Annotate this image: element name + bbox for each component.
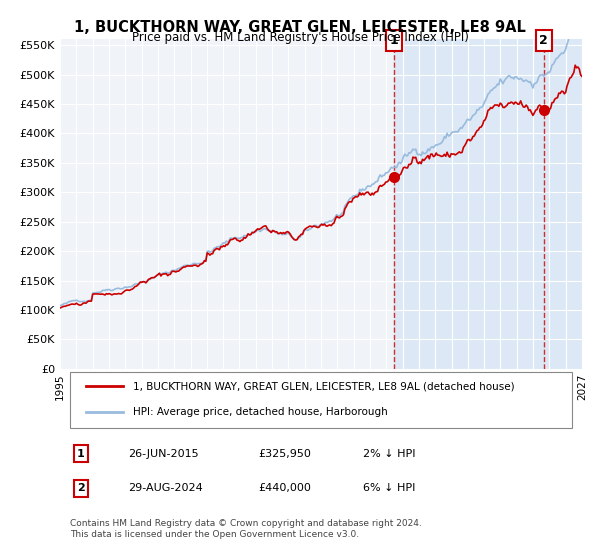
- Text: £440,000: £440,000: [259, 483, 311, 493]
- Text: 2: 2: [77, 483, 85, 493]
- Text: HPI: Average price, detached house, Harborough: HPI: Average price, detached house, Harb…: [133, 407, 388, 417]
- Text: Price paid vs. HM Land Registry's House Price Index (HPI): Price paid vs. HM Land Registry's House …: [131, 31, 469, 44]
- Text: 1: 1: [390, 34, 398, 47]
- Text: 29-AUG-2024: 29-AUG-2024: [128, 483, 203, 493]
- Text: 1, BUCKTHORN WAY, GREAT GLEN, LEICESTER, LE8 9AL: 1, BUCKTHORN WAY, GREAT GLEN, LEICESTER,…: [74, 20, 526, 35]
- Text: 1, BUCKTHORN WAY, GREAT GLEN, LEICESTER, LE8 9AL (detached house): 1, BUCKTHORN WAY, GREAT GLEN, LEICESTER,…: [133, 381, 515, 391]
- Text: £325,950: £325,950: [259, 449, 311, 459]
- FancyBboxPatch shape: [70, 372, 572, 428]
- Text: Contains HM Land Registry data © Crown copyright and database right 2024.
This d: Contains HM Land Registry data © Crown c…: [70, 519, 422, 539]
- Bar: [394, 39, 582, 369]
- Text: 2% ↓ HPI: 2% ↓ HPI: [363, 449, 415, 459]
- Text: 26-JUN-2015: 26-JUN-2015: [128, 449, 199, 459]
- Text: 1: 1: [77, 449, 85, 459]
- Text: 2: 2: [539, 34, 548, 47]
- Text: 6% ↓ HPI: 6% ↓ HPI: [363, 483, 415, 493]
